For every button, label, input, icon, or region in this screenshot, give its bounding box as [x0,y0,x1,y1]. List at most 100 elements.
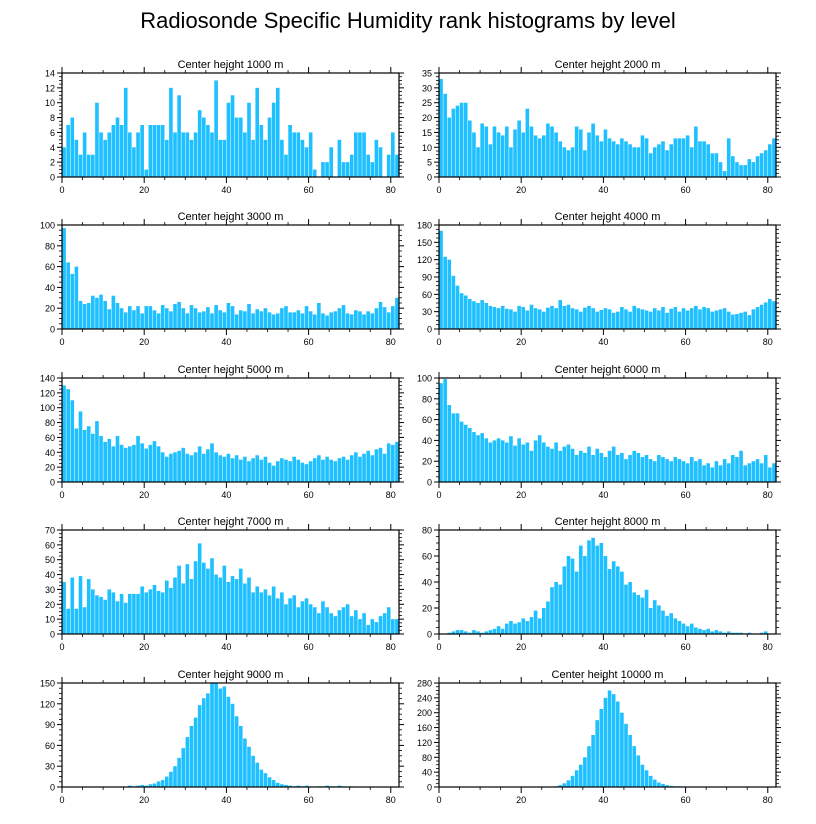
histogram-bar [513,129,517,177]
histogram-bar [304,785,309,787]
histogram-bar [304,147,309,177]
histogram-bar [177,450,181,482]
histogram-bar [226,696,231,787]
histogram-bar [772,138,776,177]
histogram-bar [546,601,550,634]
histogram-bar [140,313,144,329]
histogram-bar [366,450,370,482]
histogram-bar [517,438,521,482]
histogram-bar [275,782,280,787]
histogram-bar [329,147,333,177]
histogram-bar [591,123,595,177]
histogram-bar [644,138,649,177]
histogram-bar [362,453,366,482]
histogram-bar [529,126,534,177]
histogram-bar [66,125,70,177]
histogram-bar [632,305,637,329]
histogram-bar [386,154,391,177]
histogram-bar [706,308,710,329]
histogram-bar [640,597,645,634]
histogram-bar [132,147,136,177]
histogram-bar [218,310,223,329]
subplot-8: Center height 8000 m 0 20 40 60 80 0 20 40 60 80 [422,516,781,652]
histogram-bar [628,144,632,177]
histogram-bar [447,405,452,482]
histogram-bar [599,309,604,329]
histogram-bar [160,125,165,177]
x-tick-label: 40 [221,795,231,805]
histogram-bar [160,305,165,329]
histogram-bar [103,599,107,634]
histogram-bar [132,593,136,634]
histogram-bar [210,313,214,329]
histogram-bar [628,311,632,329]
histogram-bar [689,623,694,634]
histogram-bar [500,305,505,329]
y-tick-label: 4 [50,143,55,153]
histogram-bar [636,452,641,482]
subplot-5: Center height 5000 m 0 20 40 60 80 100 120 140 0 2… [40,364,404,500]
histogram-bar [669,144,674,177]
histogram-bar [152,584,157,634]
histogram-bar [624,141,628,177]
x-tick-label: 20 [139,490,149,500]
histogram-bar [731,156,735,177]
histogram-bar [288,312,292,329]
histogram-bar [62,582,66,634]
histogram-bar [615,701,620,787]
histogram-bar [710,153,715,177]
histogram-bar [119,593,124,634]
histogram-bar [251,458,255,482]
subplot-title: Center height 3000 m [178,211,284,223]
x-tick-label: 0 [436,337,441,347]
histogram-bar [513,445,517,482]
histogram-bar [624,584,628,634]
x-tick-label: 80 [763,490,773,500]
histogram-bar [472,630,476,634]
histogram-bar [238,117,243,177]
histogram-bar [78,576,83,634]
histogram-bar [677,138,682,177]
histogram-bar [206,125,210,177]
histogram-bar [271,102,276,177]
x-tick-label: 20 [516,490,526,500]
histogram-bar [632,746,637,787]
histogram-bar [476,631,480,634]
y-tick-label: 60 [45,741,55,751]
histogram-bar [66,389,70,482]
histogram-bar [99,294,103,329]
y-tick-label: 0 [427,325,432,335]
histogram-bar [636,147,641,177]
histogram-bar [578,129,583,177]
x-tick-label: 60 [681,795,691,805]
x-tick-label: 80 [763,185,773,195]
histogram-bar [673,307,678,329]
histogram-bar [529,450,534,482]
histogram-bar [607,690,612,787]
histogram-bar [722,171,727,177]
histogram-bar [611,561,616,634]
histogram-bar [95,297,99,329]
x-tick-label: 40 [598,185,608,195]
histogram-bar [312,169,317,177]
histogram-bar [505,308,509,329]
x-tick-label: 60 [304,185,314,195]
histogram-bar [386,443,391,482]
histogram-bar [169,453,173,482]
histogram-bar [230,458,235,482]
histogram-bar [152,125,157,177]
histogram-bar [718,631,723,634]
histogram-bar [492,307,497,329]
histogram-bar [366,154,370,177]
histogram-bar [284,784,288,787]
histogram-bar [755,307,760,329]
histogram-bar [329,312,333,329]
histogram-bar [533,135,538,177]
histogram-bar [160,592,165,634]
histogram-bar [694,627,698,634]
histogram-bar [657,782,661,787]
histogram-bar [337,785,342,787]
histogram-bar [747,463,752,482]
histogram-bar [189,305,194,329]
